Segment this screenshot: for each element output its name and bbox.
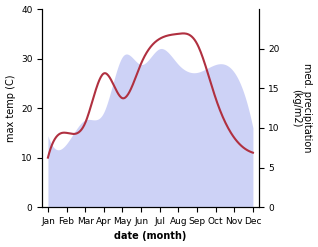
X-axis label: date (month): date (month) [114, 231, 187, 242]
Y-axis label: med. precipitation
(kg/m2): med. precipitation (kg/m2) [291, 63, 313, 153]
Y-axis label: max temp (C): max temp (C) [5, 74, 16, 142]
